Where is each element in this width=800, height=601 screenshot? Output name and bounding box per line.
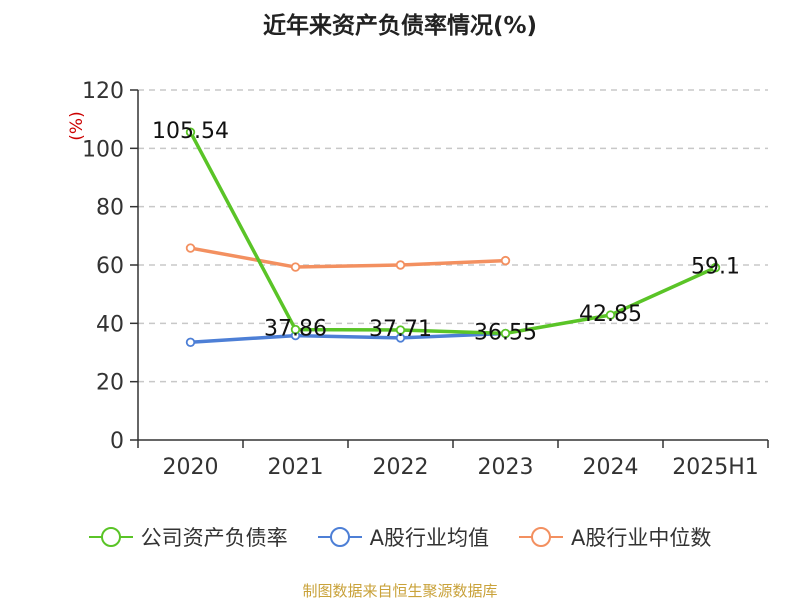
- data-label: 42.85: [579, 302, 642, 327]
- data-point: [395, 325, 406, 335]
- grid-lines: [138, 89, 768, 383]
- data-point: [710, 262, 721, 273]
- series-line: [188, 131, 717, 336]
- x-tick-label: 2021: [268, 455, 324, 480]
- axes: 0 20 40 60 80 100 120 (%) 2020 2021 2022 2023 2024 20…: [67, 79, 769, 480]
- x-tick-label: 2023: [478, 455, 534, 480]
- legend-label: A股行业均值: [369, 526, 489, 550]
- legend-swatch-icon: [519, 527, 563, 547]
- y-tick-label: 60: [96, 254, 124, 279]
- chart-title: 近年来资产负债率情况(%): [262, 13, 538, 39]
- legend-swatch-icon: [317, 527, 362, 547]
- legend-swatch-icon: [88, 527, 133, 547]
- legend-item[interactable]: 公司资产负债率: [88, 522, 288, 552]
- x-tick-label: 2020: [163, 455, 219, 480]
- y-axis-unit-label: (%): [67, 111, 87, 140]
- source-note: 制图数据来自恒生聚源数据库: [302, 582, 498, 600]
- data-point: [395, 260, 406, 270]
- data-label: 37.71: [369, 317, 432, 342]
- x-tick-label: 2024: [583, 455, 639, 480]
- data-point: [500, 255, 511, 266]
- data-label: 105.54: [152, 119, 229, 144]
- data-label: 37.86: [264, 317, 327, 342]
- data-point: [185, 243, 196, 253]
- y-tick-label: 20: [96, 371, 124, 396]
- y-tick-label: 80: [96, 196, 124, 221]
- legend: 公司资产负债率 A股行业均值 A股行业中位数: [0, 520, 800, 554]
- y-tick-label: 120: [82, 79, 124, 104]
- y-tick-label: 100: [82, 137, 124, 162]
- data-label: 36.55: [474, 320, 537, 345]
- series-lines: [185, 127, 721, 347]
- data-point: [605, 310, 616, 320]
- legend-label: 公司资产负债率: [140, 526, 288, 550]
- data-point: [185, 127, 196, 137]
- data-point: [500, 328, 511, 339]
- series-line: [190, 331, 506, 345]
- data-point: [185, 337, 196, 347]
- x-tick-label: 2022: [373, 455, 429, 480]
- legend-item[interactable]: A股行业均值: [317, 522, 489, 552]
- y-tick-label: 40: [96, 312, 124, 337]
- data-label: 59.1: [691, 255, 740, 280]
- data-point: [290, 262, 301, 272]
- data-point: [290, 324, 301, 335]
- x-tick-label: 2025H1: [672, 455, 759, 480]
- y-tick-label: 0: [110, 429, 124, 454]
- data-labels: 105.54 37.86 37.71 36.55 42.85 59.1: [152, 119, 740, 345]
- series-line: [190, 246, 506, 269]
- legend-label: A股行业中位数: [571, 526, 712, 550]
- legend-item[interactable]: A股行业中位数: [519, 522, 711, 552]
